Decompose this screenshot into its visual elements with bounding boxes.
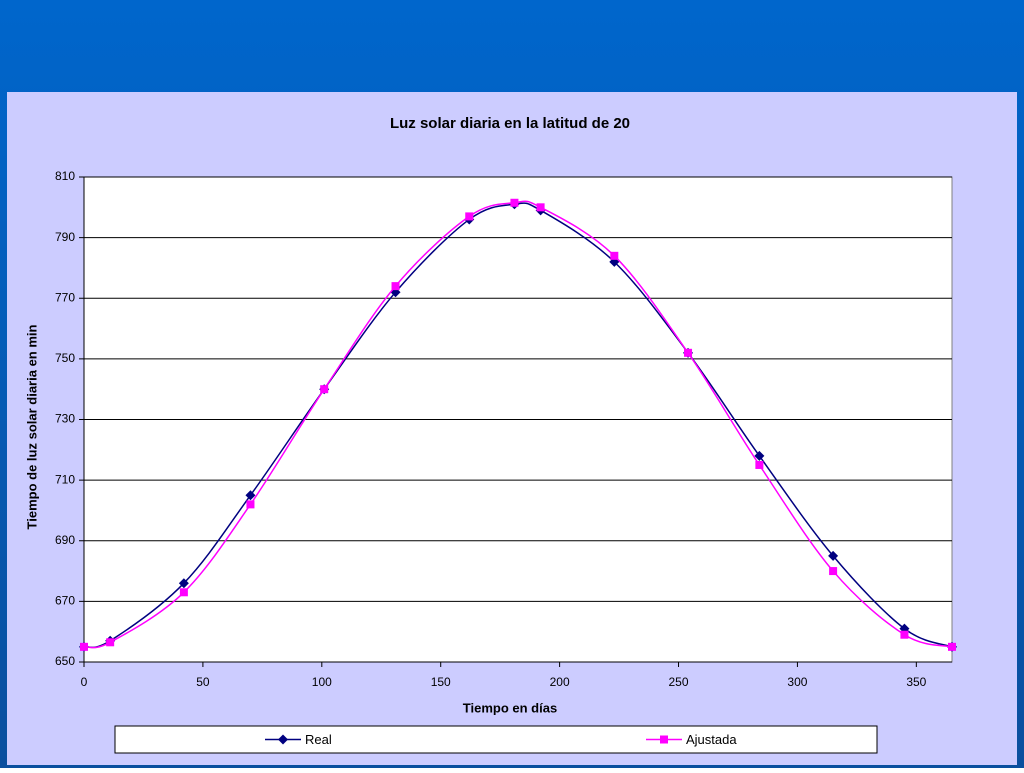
- data-point: [246, 500, 255, 509]
- y-tick-label: 670: [55, 594, 75, 608]
- y-tick-label: 690: [55, 533, 75, 547]
- data-point: [754, 450, 765, 461]
- y-tick-label: 810: [55, 169, 75, 183]
- legend-label: Ajustada: [686, 732, 737, 747]
- x-tick-label: 250: [669, 675, 689, 689]
- chart-title: Luz solar diaria en la latitud de 20: [390, 115, 630, 132]
- x-axis-label: Tiempo en días: [463, 700, 557, 715]
- data-point: [610, 251, 619, 260]
- data-point: [900, 630, 909, 639]
- data-point: [684, 348, 693, 357]
- x-tick-label: 300: [787, 675, 807, 689]
- data-point: [245, 490, 256, 501]
- y-axis-label: Tiempo de luz solar diaria en min: [24, 324, 39, 529]
- y-tick-label: 730: [55, 412, 75, 426]
- data-point: [320, 385, 329, 394]
- data-point: [465, 212, 474, 221]
- x-tick-label: 50: [196, 675, 210, 689]
- legend-marker: [660, 735, 668, 744]
- data-point: [829, 567, 838, 576]
- data-point: [391, 282, 400, 291]
- data-point: [80, 642, 88, 651]
- x-tick-label: 200: [550, 675, 570, 689]
- data-point: [510, 198, 519, 207]
- data-point: [948, 642, 956, 651]
- data-point: [106, 638, 115, 647]
- y-tick-label: 770: [55, 290, 75, 304]
- legend: [114, 725, 878, 754]
- data-point: [755, 460, 764, 469]
- y-tick-label: 750: [55, 351, 75, 365]
- x-tick-label: 350: [906, 675, 926, 689]
- y-tick-label: 650: [55, 654, 75, 668]
- x-tick-label: 100: [312, 675, 332, 689]
- x-tick-label: 0: [81, 675, 88, 689]
- x-tick-label: 150: [431, 675, 451, 689]
- data-point: [536, 203, 545, 212]
- data-point: [828, 550, 839, 561]
- data-point: [178, 578, 189, 589]
- y-tick-label: 710: [55, 472, 75, 486]
- data-point: [179, 588, 188, 597]
- legend-label: Real: [305, 732, 332, 747]
- legend-marker: [278, 734, 288, 745]
- y-tick-label: 790: [55, 230, 75, 244]
